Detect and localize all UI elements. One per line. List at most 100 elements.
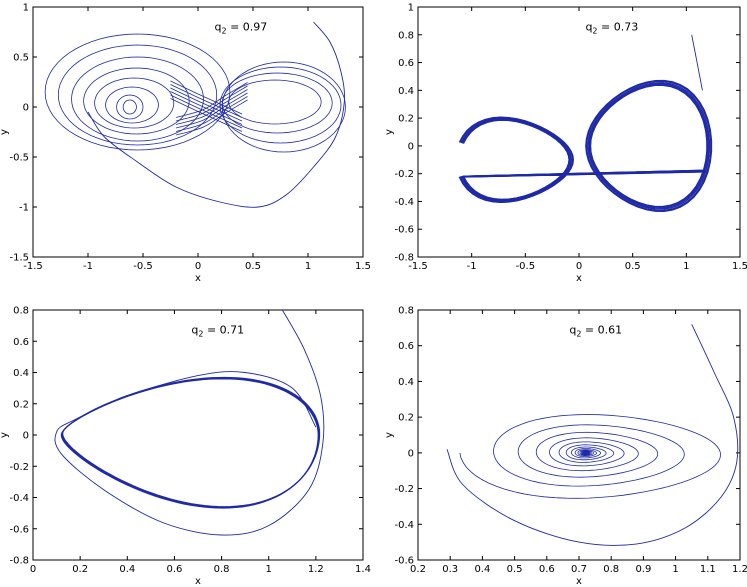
orbit-loop (122, 99, 137, 115)
y-tick-label: 0.8 (398, 30, 414, 41)
attractor-loop (458, 80, 712, 212)
focus-point (582, 449, 589, 456)
y-tick-label: -1 (19, 203, 29, 214)
y-tick-label: 0 (23, 103, 29, 114)
lobe-connector (170, 98, 243, 132)
orbit-loop (71, 56, 204, 142)
y-tick-label: 0.6 (398, 58, 414, 69)
x-tick-label: 0.5 (507, 564, 523, 575)
y-tick-label: -0.5 (9, 153, 29, 164)
orbit-loop (57, 44, 218, 146)
x-tick-label: 1.5 (355, 261, 371, 272)
trajectory-group (446, 324, 739, 546)
y-tick-label: -1.5 (9, 253, 29, 264)
lobe-connector (170, 84, 243, 118)
x-tick-label: 0.5 (625, 261, 641, 272)
panel-q2-0.71: 0 0.2 0.4 0.6 0.8 1 1.2 1.4 -0.8 -0.6 -0.4 -0.2 0 0.2… (0, 306, 371, 587)
x-tick-label: 0.6 (166, 564, 182, 575)
x-tick-label: 0 (576, 261, 582, 272)
y-tick-label: 0.6 (13, 337, 29, 348)
lobe-connector (170, 94, 243, 129)
lobe-connector (175, 85, 248, 122)
trajectory-group (458, 34, 713, 212)
x-tick-label: -1 (467, 261, 477, 272)
x-tick-label: 1 (683, 261, 689, 272)
x-tick-label: 1 (266, 564, 272, 575)
y-tick-label: 1 (408, 3, 414, 14)
y-axis-label: y (384, 432, 395, 438)
x-axis-label: x (195, 576, 201, 587)
y-tick-label: 0.2 (13, 399, 29, 410)
trajectory-group (54, 310, 325, 536)
y-tick-label: -0.2 (394, 484, 414, 495)
y-tick-label: 0 (23, 431, 29, 442)
y-tick-label: 0 (408, 141, 414, 152)
y-tick-label: 0.4 (13, 368, 29, 379)
y-axis-label: y (384, 129, 395, 135)
lobe-connector (170, 80, 243, 115)
y-tick-label: -0.8 (9, 556, 29, 567)
parameter-annotation: q2 = 0.97 (215, 21, 268, 36)
y-tick-label: 1 (23, 3, 29, 14)
y-tick-label: -0.4 (9, 493, 29, 504)
orbit-loop (83, 67, 190, 135)
spiral-orbit (459, 414, 721, 499)
x-tick-label: 0 (30, 564, 36, 575)
x-tick-label: 0.4 (119, 564, 135, 575)
lobe-connector (175, 96, 248, 132)
x-axis-label: x (576, 273, 582, 284)
orbit-loop (105, 86, 159, 124)
y-tick-label: 0.8 (13, 306, 29, 317)
orbit-loop (228, 79, 322, 125)
lobe-connector (175, 89, 248, 125)
y-tick-label: 0.2 (398, 413, 414, 424)
y-tick-label: 0.8 (398, 306, 414, 317)
x-tick-label: -1.5 (408, 261, 428, 272)
attractor-loop (463, 85, 707, 207)
parameter-annotation: q2 = 0.61 (569, 324, 622, 339)
x-axis-label: x (576, 576, 582, 587)
panel-q2-0.73: -1.5 -1 -0.5 0 0.5 1 1.5 -0.8 -0.6 -0.4 -0.2 0 0.2 0.… (384, 3, 747, 285)
attractor-loop (462, 84, 708, 208)
transient-trajectory (87, 21, 345, 208)
y-axis-label: y (0, 129, 10, 135)
trajectory-group (44, 21, 346, 208)
limit-cycle-orbit (60, 378, 319, 509)
y-tick-label: -0.6 (394, 225, 414, 236)
x-tick-label: 1.4 (355, 564, 371, 575)
y-tick-label: -0.8 (394, 253, 414, 264)
x-tick-label: 1.5 (732, 261, 747, 272)
y-tick-label: 0.4 (398, 377, 414, 388)
y-tick-label: -0.2 (394, 169, 414, 180)
x-tick-label: -0.5 (133, 261, 153, 272)
attractor-loop (461, 83, 709, 208)
limit-cycle-orbit (62, 376, 321, 508)
plot-frame (32, 309, 364, 561)
x-tick-label: -1 (83, 261, 93, 272)
panel-q2-0.61: 0.2 0.3 0.4 0.5 0.6 0.7 0.8 0.9 1 1.1 1.2 -0.6 -0.4 -… (384, 306, 747, 587)
x-tick-label: 1.1 (700, 564, 716, 575)
transient-trajectory (691, 34, 703, 91)
x-tick-label: 0.9 (635, 564, 651, 575)
transient-trajectory (446, 324, 739, 546)
transient-trajectory (54, 310, 325, 536)
x-tick-label: 0.4 (474, 564, 490, 575)
x-tick-label: 0.2 (410, 564, 426, 575)
y-axis-label: y (0, 432, 10, 438)
x-axis-label: x (195, 273, 201, 284)
x-tick-label: 0.8 (214, 564, 230, 575)
panel-q2-0.97: -1.5 -1 -0.5 0 0.5 1 1.5 -1.5 -1 -0.5 0 0.5 1 x y q2 = … (0, 3, 371, 285)
y-tick-label: 0.6 (398, 341, 414, 352)
attractor-loop (459, 81, 711, 211)
lobe-connector (175, 82, 248, 118)
attractor-loop (461, 82, 710, 209)
plot-frame (32, 6, 364, 258)
orbit-loop (94, 77, 175, 129)
x-tick-label: 0.3 (442, 564, 458, 575)
orbit-loop (219, 66, 342, 144)
x-tick-label: -0.5 (516, 261, 536, 272)
lobe-connector (175, 92, 248, 129)
x-tick-label: 0.6 (539, 564, 555, 575)
x-tick-label: 0.7 (571, 564, 587, 575)
x-tick-label: 1.2 (308, 564, 324, 575)
